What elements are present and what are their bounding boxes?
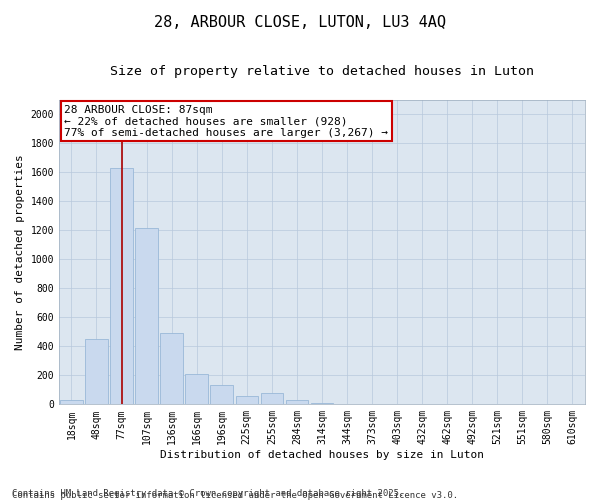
Bar: [311, 403, 333, 404]
Bar: [185, 374, 208, 404]
Y-axis label: Number of detached properties: Number of detached properties: [15, 154, 25, 350]
Text: Contains public sector information licensed under the Open Government Licence v3: Contains public sector information licen…: [12, 491, 458, 500]
Bar: [136, 228, 158, 404]
Title: Size of property relative to detached houses in Luton: Size of property relative to detached ho…: [110, 65, 534, 78]
Text: 28 ARBOUR CLOSE: 87sqm
← 22% of detached houses are smaller (928)
77% of semi-de: 28 ARBOUR CLOSE: 87sqm ← 22% of detached…: [64, 104, 388, 138]
Bar: [85, 339, 108, 404]
Bar: [286, 400, 308, 404]
Bar: [211, 386, 233, 404]
Bar: [160, 334, 183, 404]
Bar: [236, 396, 258, 404]
Text: Contains HM Land Registry data © Crown copyright and database right 2025.: Contains HM Land Registry data © Crown c…: [12, 488, 404, 498]
X-axis label: Distribution of detached houses by size in Luton: Distribution of detached houses by size …: [160, 450, 484, 460]
Bar: [110, 168, 133, 404]
Bar: [260, 392, 283, 404]
Text: 28, ARBOUR CLOSE, LUTON, LU3 4AQ: 28, ARBOUR CLOSE, LUTON, LU3 4AQ: [154, 15, 446, 30]
Bar: [60, 400, 83, 404]
